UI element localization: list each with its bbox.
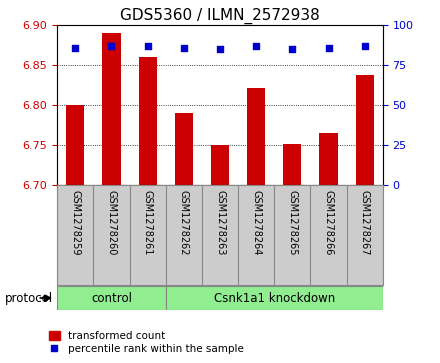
Text: GSM1278266: GSM1278266	[323, 190, 334, 256]
Text: GSM1278262: GSM1278262	[179, 190, 189, 256]
Bar	[57, 286, 166, 310]
Point	[72, 45, 79, 51]
Bar	[247, 88, 265, 185]
Point	[144, 43, 151, 49]
Title: GDS5360 / ILMN_2572938: GDS5360 / ILMN_2572938	[120, 8, 320, 24]
Bar	[66, 105, 84, 185]
Bar	[283, 144, 301, 185]
Text: GSM1278265: GSM1278265	[287, 190, 297, 256]
Bar	[139, 57, 157, 185]
Point	[253, 43, 260, 49]
Point	[180, 45, 187, 51]
Text: GSM1278260: GSM1278260	[106, 190, 117, 256]
Text: control: control	[91, 291, 132, 305]
Point	[216, 46, 224, 52]
Bar	[166, 286, 383, 310]
Text: protocol: protocol	[4, 291, 52, 305]
Point	[361, 43, 368, 49]
Legend: transformed count, percentile rank within the sample: transformed count, percentile rank withi…	[49, 331, 244, 354]
Text: GSM1278261: GSM1278261	[143, 190, 153, 256]
Bar	[175, 113, 193, 185]
Text: GSM1278264: GSM1278264	[251, 190, 261, 256]
Text: GSM1278267: GSM1278267	[360, 190, 370, 256]
Text: Csnk1a1 knockdown: Csnk1a1 knockdown	[214, 291, 335, 305]
Point	[108, 43, 115, 49]
Point	[289, 46, 296, 52]
Text: GSM1278263: GSM1278263	[215, 190, 225, 256]
Point	[325, 45, 332, 51]
Bar	[211, 145, 229, 185]
Bar	[103, 33, 121, 185]
Bar	[319, 133, 337, 185]
Text: GSM1278259: GSM1278259	[70, 190, 80, 256]
Bar	[356, 75, 374, 185]
